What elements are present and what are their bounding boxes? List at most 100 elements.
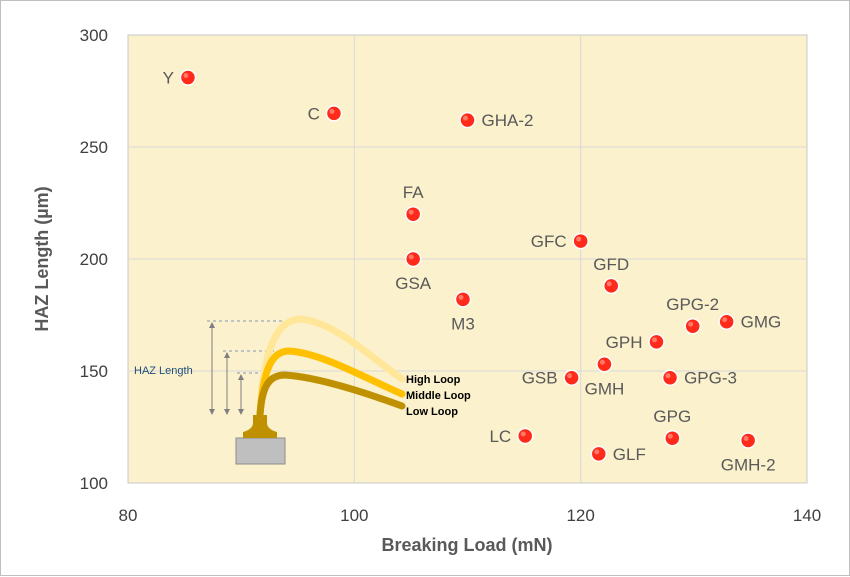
wire-loop-illustration: HAZ Length High Loop Middle Loop Low Loo… <box>134 315 471 465</box>
haz-length-label: HAZ Length <box>134 365 193 377</box>
point-label: GPG-3 <box>684 369 737 388</box>
point-marker-highlight <box>567 373 573 379</box>
data-point: GMG <box>718 313 782 332</box>
point-label: GMG <box>741 313 782 332</box>
low-loop-wire <box>256 371 406 419</box>
x-tick-label: 100 <box>340 506 368 525</box>
point-label: M3 <box>451 314 475 333</box>
y-tick-label: 300 <box>80 26 108 45</box>
haz-arrowhead-high-bottom <box>209 409 215 415</box>
x-axis-title: Breaking Load (mN) <box>381 535 552 555</box>
point-marker-highlight <box>743 435 749 441</box>
point-marker-highlight <box>408 209 414 215</box>
data-point: M3 <box>451 291 475 333</box>
point-marker <box>684 317 701 335</box>
data-point: LC <box>489 427 534 446</box>
point-marker <box>661 369 679 386</box>
loop-label-low: Low Loop <box>406 406 458 418</box>
data-point: GSB <box>522 369 580 388</box>
point-label: GPH <box>606 333 643 352</box>
point-label: LC <box>489 427 511 446</box>
point-marker-highlight <box>463 115 468 121</box>
y-axis-title: HAZ Length (µm) <box>32 186 52 331</box>
point-marker-highlight <box>651 337 657 343</box>
data-points: Y C GHA-2 FA GSA M3 GFC GFD GPG-2 GMG GPH GSB GMH GPG… <box>163 69 782 475</box>
point-label: GLF <box>613 445 646 464</box>
point-marker <box>325 105 343 122</box>
y-tick-label: 150 <box>80 362 108 381</box>
haz-arrowhead-middle-top <box>224 352 230 358</box>
point-label: GFC <box>531 232 567 251</box>
middle-loop-wire <box>256 347 406 419</box>
point-label: GSB <box>522 369 558 388</box>
point-marker-highlight <box>606 281 612 287</box>
data-point: GMH <box>585 356 625 398</box>
point-marker <box>602 277 620 295</box>
point-label: Y <box>163 69 174 88</box>
haz-arrowhead-low-bottom <box>238 409 244 415</box>
point-marker-highlight <box>329 108 335 114</box>
point-marker-highlight <box>458 294 464 300</box>
y-axis-ticks: 100 150 200 250 300 <box>80 26 108 493</box>
loop-label-high: High Loop <box>406 374 461 386</box>
point-marker <box>454 291 472 308</box>
haz-arrowhead-high-top <box>209 322 215 328</box>
point-label: GFD <box>593 255 629 274</box>
data-point: GLF <box>590 445 646 464</box>
point-marker-highlight <box>667 433 673 439</box>
x-tick-label: 80 <box>119 506 138 525</box>
point-marker <box>590 445 608 463</box>
data-point: GPG <box>653 407 691 447</box>
point-marker-highlight <box>520 431 526 437</box>
point-marker-highlight <box>722 317 728 323</box>
loop-label-middle: Middle Loop <box>406 390 471 402</box>
point-label: GPG-2 <box>666 295 719 314</box>
point-marker-highlight <box>183 73 189 79</box>
point-marker-highlight <box>599 359 605 365</box>
x-tick-label: 120 <box>566 506 594 525</box>
bond-pad <box>235 437 286 465</box>
data-point: GHA-2 <box>459 111 534 130</box>
point-label: GPG <box>653 407 691 426</box>
point-label: C <box>308 104 320 123</box>
point-label: GHA-2 <box>482 111 534 130</box>
x-axis-ticks: 80 100 120 140 <box>119 506 822 525</box>
point-marker <box>596 356 613 373</box>
data-point: GMH-2 <box>721 432 776 474</box>
point-marker <box>563 369 580 386</box>
point-marker <box>404 250 422 268</box>
point-label: GMH <box>585 379 625 398</box>
data-point: GFC <box>531 232 589 251</box>
point-marker <box>718 313 735 330</box>
haz-arrowhead-middle-bottom <box>224 409 230 415</box>
point-marker-highlight <box>688 321 694 327</box>
point-marker <box>516 427 534 445</box>
point-marker-highlight <box>576 236 582 242</box>
data-point: GPG-3 <box>661 369 737 388</box>
grid-lines <box>128 35 807 483</box>
point-marker-highlight <box>594 449 600 455</box>
data-point: GPG-2 <box>666 295 719 335</box>
haz-arrowhead-low-top <box>238 374 244 380</box>
data-point: Y <box>163 69 197 88</box>
point-label: GMH-2 <box>721 455 776 474</box>
data-point: GSA <box>395 250 432 293</box>
y-tick-label: 250 <box>80 138 108 157</box>
point-marker <box>459 111 476 129</box>
point-marker <box>648 333 665 351</box>
y-tick-label: 200 <box>80 250 108 269</box>
data-point: GPH <box>606 333 665 352</box>
point-label: GSA <box>395 274 432 293</box>
data-point: C <box>308 104 343 123</box>
point-marker-highlight <box>665 373 671 379</box>
data-point: GFD <box>593 255 629 295</box>
point-marker <box>664 429 681 447</box>
x-tick-label: 140 <box>793 506 821 525</box>
data-point: FA <box>403 183 424 223</box>
ball-bond-shape <box>243 415 277 438</box>
point-marker <box>179 69 197 86</box>
point-marker <box>404 205 422 223</box>
point-label: FA <box>403 183 424 202</box>
